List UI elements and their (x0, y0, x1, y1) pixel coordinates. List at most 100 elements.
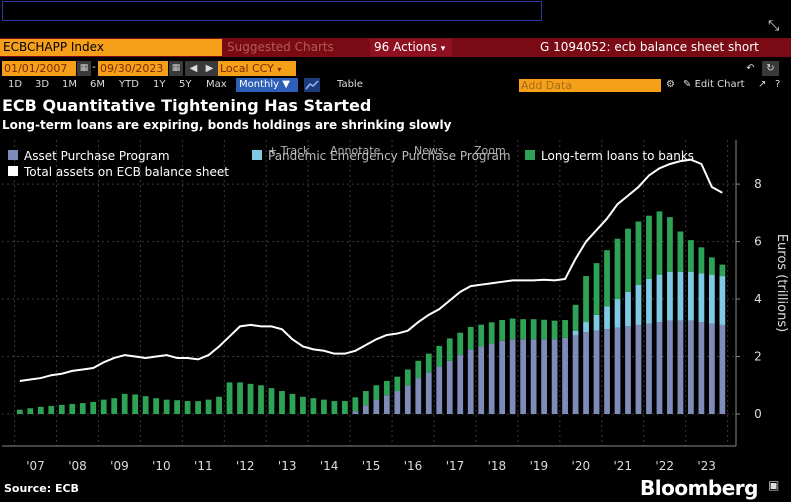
period-1y[interactable]: 1Y (153, 79, 166, 90)
line-chart-icon[interactable] (304, 78, 320, 92)
overlay-news[interactable]: News (414, 144, 444, 157)
period-max[interactable]: Max (206, 79, 227, 90)
ticker-field[interactable]: ECBCHAPP Index (0, 39, 222, 56)
calendar-icon[interactable]: ▦ (169, 61, 183, 76)
legend: Asset Purchase Program Pandemic Emergency… (8, 149, 694, 179)
actions-label: Actions (393, 40, 437, 54)
x-tick-label: '14 (320, 459, 339, 473)
bar-ltro (163, 399, 170, 414)
camera-icon[interactable]: ▣ (768, 478, 780, 492)
x-tick-label: '10 (152, 459, 171, 473)
bar-ltro (111, 398, 118, 414)
bar-ltro (279, 391, 285, 414)
y-tick-label: 6 (754, 235, 762, 249)
bar-ltro (667, 217, 673, 272)
expand-icon[interactable]: ⤡ (768, 18, 780, 34)
bar-app (373, 399, 380, 414)
x-tick-label: '07 (26, 459, 45, 473)
bar-pepp (667, 271, 673, 321)
bar-ltro (415, 360, 422, 379)
calendar-icon[interactable]: ▦ (77, 61, 91, 76)
bar-ltro (499, 320, 506, 341)
bar-app (698, 322, 705, 414)
add-data-input[interactable]: Add Data (519, 79, 661, 92)
undo-icon[interactable]: ↶ (746, 63, 755, 74)
bar-ltro (488, 322, 495, 344)
bar-pepp (635, 284, 642, 325)
period-1m[interactable]: 1M (62, 79, 77, 90)
chart-overlay-toolbar: + Track Annotate News Zoom (268, 144, 506, 157)
bar-app (541, 339, 547, 414)
period-3d[interactable]: 3D (35, 79, 50, 90)
bar-ltro (247, 383, 254, 414)
bar-ltro (48, 405, 55, 414)
grid (2, 140, 736, 446)
bar-app (467, 349, 474, 414)
help-icon[interactable]: ? (775, 79, 781, 90)
edit-chart-button[interactable]: ✎ Edit Chart (683, 78, 745, 92)
legend-swatch-pepp (252, 150, 262, 160)
overlay-zoom[interactable]: Zoom (474, 144, 506, 157)
bar-app (415, 378, 422, 414)
x-tick-label: '18 (488, 459, 507, 473)
bar-ltro (27, 408, 34, 414)
currency-select[interactable]: Local CCY ▾ (218, 61, 296, 76)
frequency-label: Monthly (239, 79, 280, 90)
y-tick-label: 4 (754, 292, 762, 306)
bar-app (635, 324, 642, 414)
arrow-left-icon[interactable]: ◀ (185, 61, 202, 76)
chart-subtitle: Long-term loans are expiring, bonds hold… (2, 118, 452, 132)
bar-pepp (625, 291, 631, 327)
period-ytd[interactable]: YTD (119, 79, 139, 90)
frequency-select[interactable]: Monthly ▼ (236, 78, 298, 92)
bar-pepp (572, 330, 579, 335)
bar-ltro (195, 401, 201, 414)
x-tick-label: '12 (236, 459, 255, 473)
period-6m[interactable]: 6M (90, 79, 105, 90)
chevron-down-icon: ▾ (277, 65, 282, 74)
bar-ltro (583, 276, 589, 323)
settings-icon[interactable]: ⚙ (666, 79, 675, 90)
axes: 0 2 4 6 8 Euros (trillions) '07 '08 '09 '10 '11 '12… (2, 140, 789, 473)
bar-pepp (656, 274, 663, 323)
bar-ltro (677, 231, 684, 272)
bar-app (383, 395, 390, 414)
y-tick-label: 8 (754, 177, 762, 191)
end-date-input[interactable]: 09/30/2023 (98, 61, 168, 76)
overlay-annotate[interactable]: Annotate (330, 144, 381, 157)
bar-ltro (446, 338, 453, 361)
bar-ltro (394, 376, 401, 392)
bar-ltro (373, 385, 380, 400)
zoom-icon[interactable]: ↗ (758, 79, 767, 90)
bar-ltro (457, 332, 464, 356)
bar-app (551, 339, 558, 414)
actions-prefix: 96 (374, 40, 390, 54)
actions-menu[interactable]: 96 Actions ▾ (370, 39, 452, 56)
arrow-right-icon[interactable]: ▶ (201, 61, 218, 76)
refresh-icon[interactable]: ↻ (762, 61, 779, 76)
suggested-charts-button[interactable]: Suggested Charts (227, 39, 364, 56)
bar-ltro (436, 345, 443, 367)
bar-ltro (90, 401, 97, 414)
start-date-input[interactable]: 01/01/2007 (2, 61, 76, 76)
period-5y[interactable]: 5Y (179, 79, 192, 90)
overlay-track[interactable]: + Track (268, 144, 310, 157)
x-tick-label: '17 (446, 459, 465, 473)
bar-ltro (698, 247, 705, 274)
bar-ltro (541, 319, 547, 340)
x-tick-label: '20 (572, 459, 591, 473)
bars (16, 211, 726, 414)
x-tick-label: '23 (697, 459, 716, 473)
bar-ltro (37, 406, 44, 414)
legend-swatch-ltro (525, 150, 535, 160)
bar-pepp (646, 278, 652, 324)
bar-ltro (16, 409, 23, 414)
bar-app (646, 323, 652, 414)
period-1d[interactable]: 1D (8, 79, 23, 90)
x-tick-label: '08 (68, 459, 87, 473)
table-button[interactable]: Table (337, 79, 363, 90)
edit-chart-label: Edit Chart (694, 79, 745, 90)
command-line[interactable] (2, 1, 542, 21)
bar-app (708, 323, 715, 414)
